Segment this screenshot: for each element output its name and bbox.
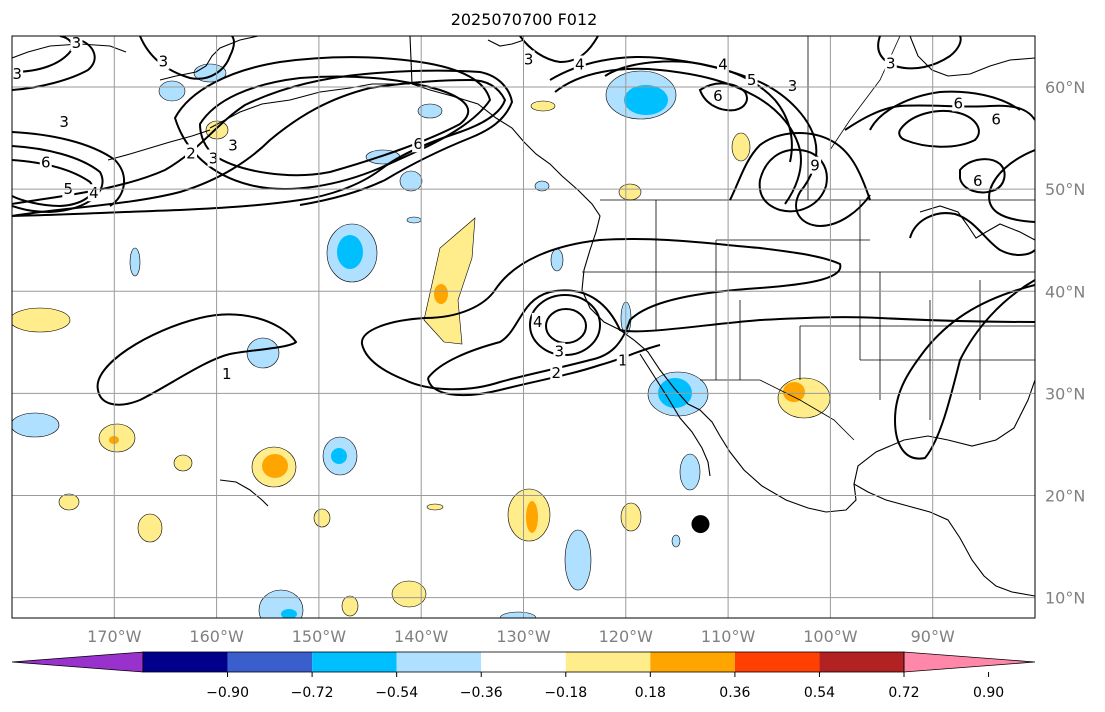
contour-label: 3 — [72, 34, 82, 52]
contour-label-bg — [550, 363, 563, 381]
lat-tick-label: 20°N — [1045, 486, 1085, 505]
contour-label-bg — [573, 55, 586, 73]
colorbar-low-extend — [11, 651, 144, 673]
lat-tick-label: 10°N — [1045, 589, 1085, 608]
contour-label-bg — [39, 153, 52, 171]
contour-label-bg — [952, 94, 965, 112]
contour-label-bg — [226, 136, 239, 154]
contour-label: 3 — [886, 55, 896, 73]
colorbar-segment — [227, 652, 313, 672]
contour-label-bg — [70, 36, 83, 52]
contour-label: 4 — [89, 184, 99, 202]
colorbar-tick-label: 0.72 — [888, 685, 919, 701]
lon-tick-label: 90°W — [911, 627, 955, 646]
contour-label: 6 — [413, 135, 423, 153]
colorbar-segment — [734, 652, 820, 672]
colorbar-segment — [819, 652, 904, 672]
lon-tick-label: 100°W — [803, 627, 858, 646]
colorbar-segment — [396, 652, 482, 672]
colorbar-tick-label: 0.54 — [804, 685, 835, 701]
lon-tick-label: 160°W — [189, 627, 244, 646]
contour-label: 2 — [186, 144, 196, 162]
contour-label: 3 — [209, 150, 219, 168]
colorbar-segment — [481, 652, 566, 672]
contour-label: 3 — [159, 53, 169, 71]
colorbar-outline — [142, 651, 905, 673]
contour-label: 4 — [718, 56, 728, 74]
lat-tick-label: 40°N — [1045, 282, 1085, 301]
contour-label: 5 — [747, 71, 757, 89]
contour-label-bg — [87, 184, 100, 202]
contour-label: 1 — [618, 352, 628, 370]
contour-label-bg — [531, 312, 544, 330]
contour-label: 2 — [551, 364, 561, 382]
lat-tick-label: 50°N — [1045, 180, 1085, 199]
contour-label-bg — [58, 112, 71, 130]
colorbar-tick-labels: −0.90 −0.72 −0.54 −0.36 −0.18 0.18 0.36 0.54 0.7… — [206, 672, 1004, 701]
contour-label: 6 — [954, 94, 964, 112]
contour-label: 3 — [524, 50, 534, 68]
contour-label-bg — [711, 87, 724, 105]
contour-label-bg — [12, 64, 24, 82]
contour-label: 3 — [788, 77, 798, 95]
contour-label: 6 — [973, 172, 983, 190]
lon-tick-label: 150°W — [292, 627, 347, 646]
longitude-labels: 170°W 160°W 150°W 140°W 130°W 120°W 110°W 100°W… — [87, 627, 955, 646]
colorbar — [11, 651, 1036, 673]
contour-label: 4 — [533, 313, 543, 331]
contour-label-bg — [522, 50, 535, 68]
colorbar-high-extend — [903, 651, 1036, 673]
lon-tick-label: 170°W — [87, 627, 142, 646]
map-title: 2025070700 F012 — [451, 10, 598, 29]
location-marker — [691, 515, 710, 534]
contour-label-bg — [716, 55, 729, 73]
coastlines — [12, 36, 1035, 597]
colorbar-tick-label: 0.18 — [635, 685, 666, 701]
contour-label-bg — [786, 77, 799, 95]
contour-label: 4 — [575, 56, 585, 74]
map-frame — [11, 35, 1036, 619]
colorbar-segment — [650, 652, 735, 672]
contour-label: 6 — [991, 111, 1001, 129]
colorbar-segment — [565, 652, 651, 672]
shaded-anomalies — [12, 63, 831, 618]
contour-label-bg — [185, 144, 198, 162]
colorbar-tick-label: −0.54 — [375, 685, 418, 701]
latitude-labels: 10°N 20°N 30°N 40°N 50°N 60°N — [1045, 78, 1085, 608]
colorbar-tick-label: −0.36 — [460, 685, 503, 701]
colorbar-tick-label: −0.18 — [544, 685, 587, 701]
gridlines — [12, 36, 1035, 618]
lon-tick-label: 130°W — [496, 627, 551, 646]
contour-label: 3 — [228, 136, 238, 154]
lat-tick-label: 30°N — [1045, 384, 1085, 403]
contour-label-bg — [990, 110, 1003, 128]
lon-tick-label: 120°W — [599, 627, 654, 646]
contour-label: 9 — [810, 157, 820, 175]
colorbar-tick-label: −0.90 — [206, 685, 249, 701]
colorbar-tick-label: 0.90 — [973, 685, 1004, 701]
lon-tick-label: 140°W — [394, 627, 449, 646]
contour-label: 3 — [12, 65, 22, 83]
contour-label-bg — [745, 70, 758, 88]
contour-label: 6 — [713, 87, 723, 105]
contour-label: 6 — [41, 154, 51, 172]
colorbar-segment — [312, 652, 397, 672]
contour-label-bg — [220, 364, 233, 382]
contour-label-bg — [971, 171, 984, 189]
colorbar-segment — [143, 652, 228, 672]
contour-label-bg — [809, 156, 822, 174]
contour-label: 1 — [222, 365, 232, 383]
contour-label: 3 — [59, 113, 69, 131]
contour-label: 3 — [555, 343, 565, 361]
lon-tick-label: 110°W — [701, 627, 756, 646]
contour-label-bg — [884, 54, 897, 72]
contour-label-bg — [553, 342, 566, 360]
colorbar-tick-label: 0.36 — [719, 685, 750, 701]
contour-label-bg — [157, 52, 170, 70]
lat-tick-label: 60°N — [1045, 78, 1085, 97]
colorbar-tick-label: −0.72 — [291, 685, 334, 701]
